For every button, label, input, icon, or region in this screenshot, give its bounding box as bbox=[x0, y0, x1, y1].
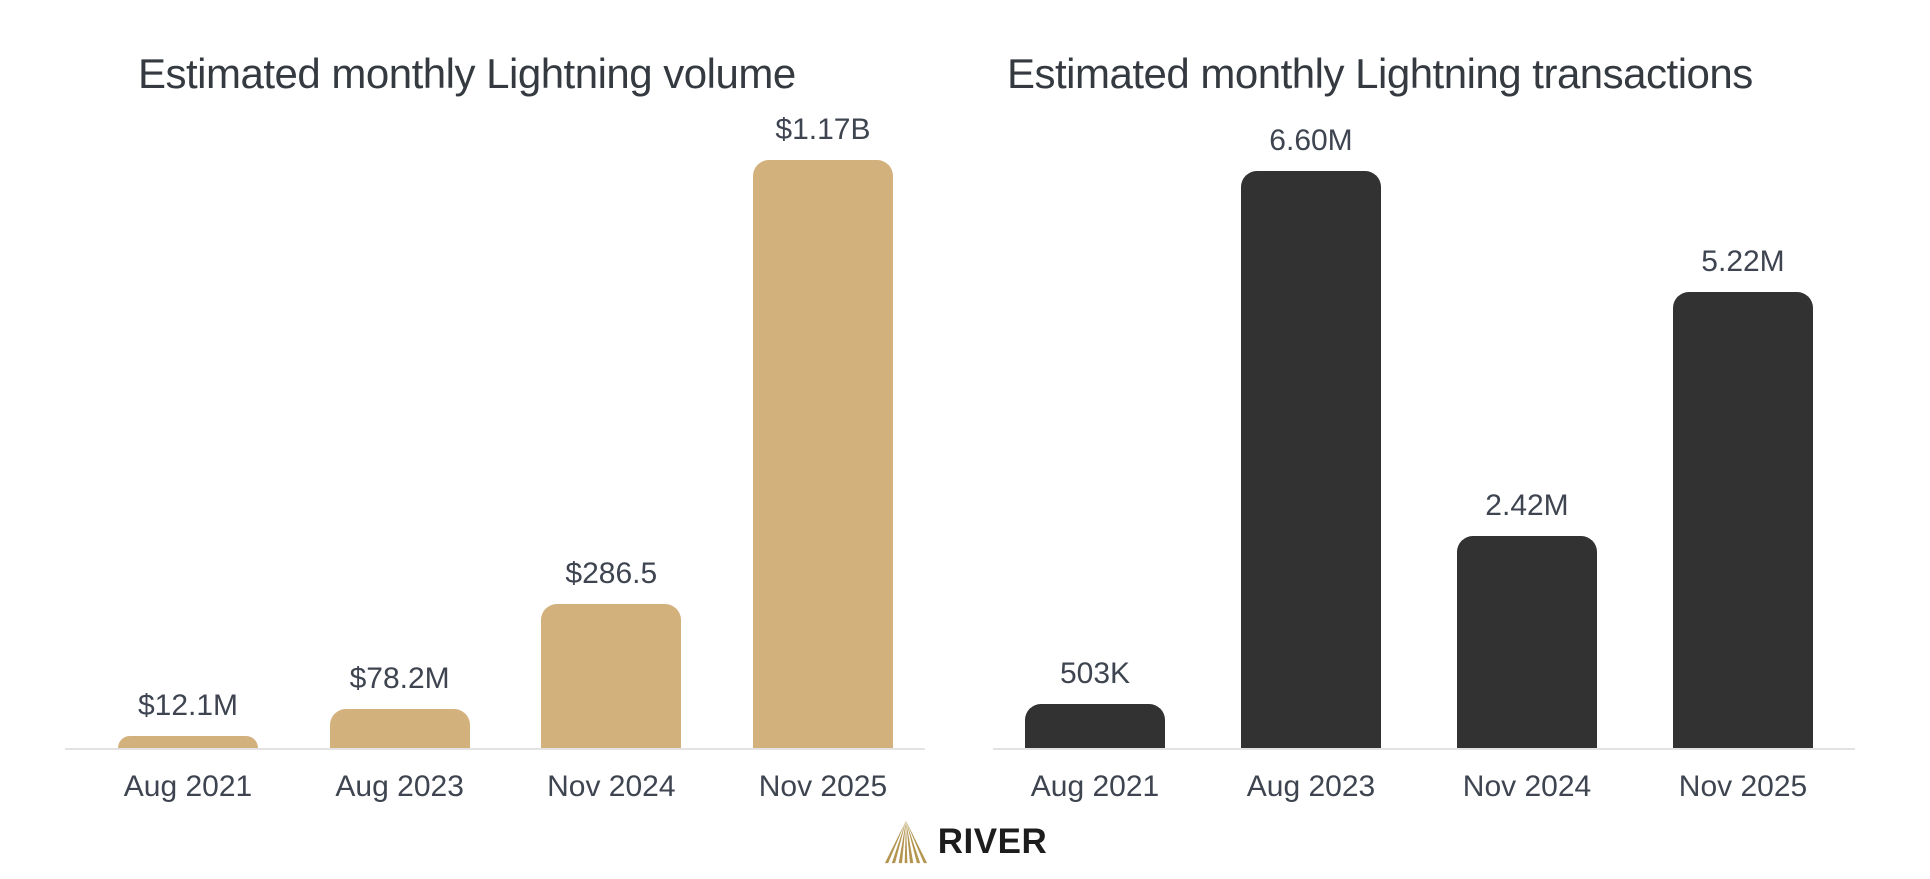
bar-group-nov-2025: 5.22M bbox=[1673, 245, 1813, 748]
bar-group-aug-2021: $12.1M bbox=[118, 689, 258, 748]
x-axis-label: Aug 2021 bbox=[123, 770, 253, 803]
river-logo: RIVER bbox=[0, 812, 1930, 872]
bar bbox=[752, 160, 893, 748]
volume-chart: Estimated monthly Lightning volume $12.1… bbox=[65, 0, 925, 815]
volume-x-axis: Aug 2021 Aug 2023 Nov 2024 Nov 2025 bbox=[65, 770, 925, 804]
river-mountain-icon bbox=[883, 819, 929, 865]
transactions-plot-area: 503K 6.60M 2.42M 5.22M bbox=[993, 124, 1855, 750]
bar-group-aug-2023: 6.60M bbox=[1241, 124, 1381, 748]
bar-value-label: $1.17B bbox=[775, 113, 871, 146]
bar bbox=[118, 736, 258, 748]
bar-value-label: 2.42M bbox=[1485, 489, 1569, 523]
x-axis-label: Aug 2021 bbox=[1030, 770, 1160, 803]
transactions-chart: Estimated monthly Lightning transactions… bbox=[993, 0, 1855, 815]
bar bbox=[329, 708, 470, 748]
x-axis-label: Nov 2025 bbox=[1678, 770, 1808, 803]
x-axis-label: Aug 2023 bbox=[335, 770, 464, 803]
x-axis-label: Aug 2023 bbox=[1246, 770, 1376, 803]
bar bbox=[1457, 536, 1597, 748]
bar-value-label: $78.2M bbox=[349, 661, 450, 695]
bar-value-label: $286.5 bbox=[565, 557, 658, 591]
volume-plot-area: $12.1M $78.2M $286.5 $1.17B bbox=[65, 113, 925, 750]
river-brand-text: RIVER bbox=[937, 822, 1048, 861]
x-axis-label: Nov 2024 bbox=[1462, 770, 1592, 803]
bar-group-aug-2023: $78.2M bbox=[329, 661, 470, 748]
bar bbox=[1673, 291, 1813, 748]
bar-group-nov-2025: $1.17B bbox=[752, 113, 893, 748]
transactions-x-axis: Aug 2021 Aug 2023 Nov 2024 Nov 2025 bbox=[993, 770, 1855, 804]
x-axis-label: Nov 2025 bbox=[758, 770, 888, 803]
bar-value-label: 503K bbox=[1059, 657, 1131, 691]
bar-value-label: 6.60M bbox=[1269, 124, 1353, 157]
transactions-chart-title: Estimated monthly Lightning transactions bbox=[1007, 50, 1753, 97]
bar-group-nov-2024: $286.5 bbox=[541, 557, 682, 748]
bar-value-label: $12.1M bbox=[137, 689, 239, 722]
volume-chart-title: Estimated monthly Lightning volume bbox=[138, 50, 796, 97]
bar bbox=[1025, 704, 1165, 748]
bar-value-label: 5.22M bbox=[1701, 244, 1785, 278]
bar-group-nov-2024: 2.42M bbox=[1457, 489, 1597, 748]
bar bbox=[541, 604, 682, 748]
bar bbox=[1241, 171, 1381, 748]
bar-group-aug-2021: 503K bbox=[1025, 657, 1165, 748]
x-axis-label: Nov 2024 bbox=[547, 770, 676, 803]
